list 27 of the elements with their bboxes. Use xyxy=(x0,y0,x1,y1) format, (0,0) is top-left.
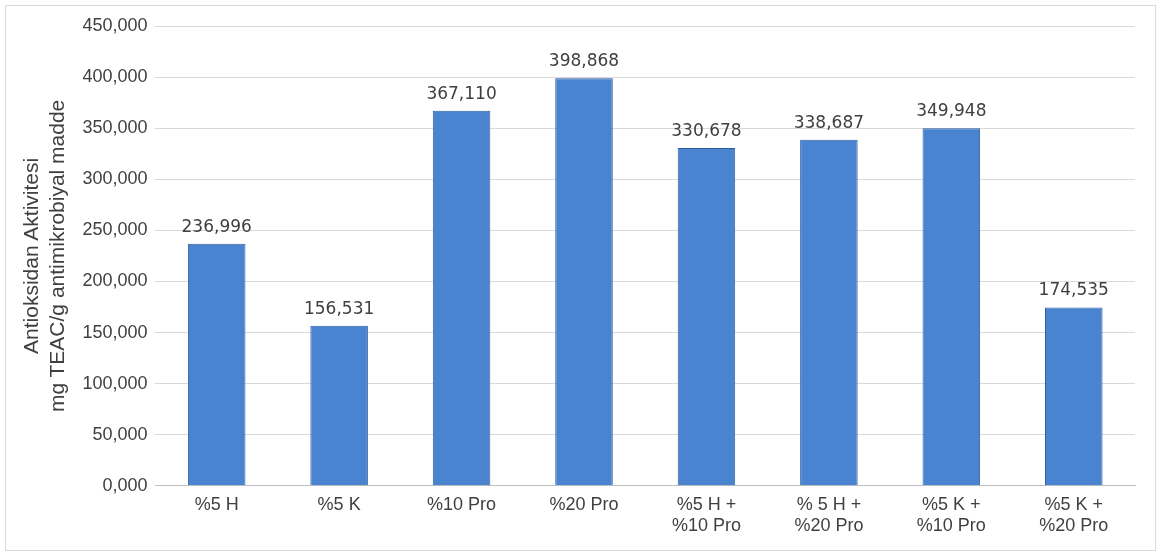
data-label: 236,996 xyxy=(181,215,252,236)
x-tick-label: %20 Pro xyxy=(549,493,619,514)
data-label: 349,948 xyxy=(916,100,987,121)
y-tick-label: 400,000 xyxy=(82,66,148,87)
y-tick-label: 250,000 xyxy=(82,219,148,240)
data-label: 398,868 xyxy=(548,50,620,71)
data-label: 156,531 xyxy=(303,297,375,318)
y-tick-label: 150,000 xyxy=(82,321,148,342)
data-label: 174,535 xyxy=(1038,279,1109,300)
y-tick-label: 100,000 xyxy=(82,372,148,393)
data-label: 367,110 xyxy=(426,82,497,103)
y-tick-label: 300,000 xyxy=(82,168,148,189)
x-tick-label: %5 H xyxy=(194,493,239,514)
data-label: 330,678 xyxy=(671,119,742,140)
y-tick-label: 350,000 xyxy=(82,117,148,138)
y-tick-label: 450,000 xyxy=(82,14,148,35)
x-tick-label: %10 Pro xyxy=(427,493,497,514)
x-tick-label: %5 K + %20 Pro xyxy=(1039,493,1109,536)
x-tick-label: % 5 H + %20 Pro xyxy=(794,493,864,536)
x-tick-label: %5 H + %10 Pro xyxy=(671,493,741,536)
x-tick-label: %5 K + %10 Pro xyxy=(916,493,986,536)
y-tick-label: 50,000 xyxy=(92,423,148,444)
y-axis-title: Antioksidan Aktivitesi mg TEAC/g antimikrobiyal madde xyxy=(19,99,68,413)
data-label: 338,687 xyxy=(793,111,865,132)
y-tick-label: 0,000 xyxy=(102,474,148,495)
x-tick-label: %5 K xyxy=(317,493,361,514)
y-tick-label: 200,000 xyxy=(82,270,148,291)
